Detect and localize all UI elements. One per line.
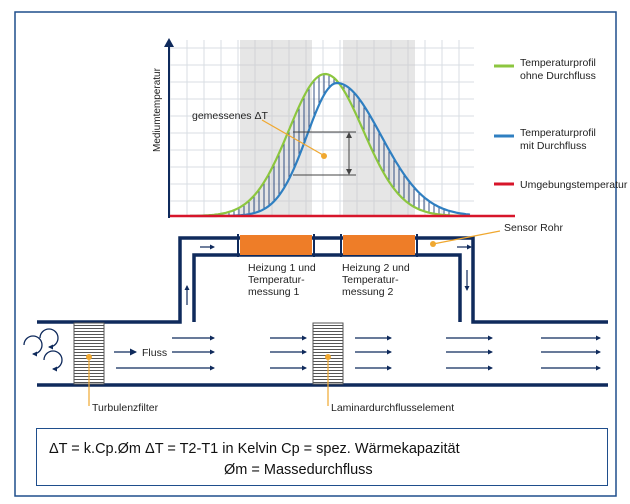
sensor-callout-line — [432, 230, 501, 245]
measured-dt-label: gemessenes ΔT — [192, 110, 268, 122]
turbulence-filter — [73, 322, 105, 385]
formula-line-2: Øm = Massedurchfluss — [224, 462, 373, 478]
heater2-label-3: messung 2 — [342, 286, 394, 298]
chart-grid — [169, 40, 474, 216]
heater1 — [240, 235, 312, 255]
turbulence-callout-dot — [86, 354, 92, 360]
y-axis-arrow — [164, 38, 174, 47]
y-axis-label: Mediumtemperatur — [152, 67, 163, 152]
heater2-label-1: Heizung 2 und — [342, 262, 410, 274]
heater2-column — [343, 40, 415, 216]
heater1-label-3: messung 1 — [248, 286, 300, 298]
formula-line-1: ΔT = k.Cp.Øm ΔT = T2-T1 in Kelvin Cp = s… — [49, 441, 460, 457]
heater2 — [343, 235, 415, 255]
legend-ambient: Umgebungstemperatur — [520, 179, 628, 191]
heater2-label-2: Temperatur- — [342, 274, 399, 286]
outer-frame — [14, 11, 617, 497]
turbulence-swirl-icon — [23, 328, 63, 372]
dt-callout-dot — [321, 153, 327, 159]
heater1-label-2: Temperatur- — [248, 274, 305, 286]
dt-callout-line — [261, 119, 324, 156]
main-flow-arrows — [114, 335, 601, 371]
sensor-callout-dot — [430, 241, 436, 247]
heater1-label-1: Heizung 1 und — [248, 262, 316, 274]
sensor-tube — [192, 253, 462, 322]
delta-hatching — [228, 74, 450, 216]
legend-no-flow-line1: Temperaturprofil — [520, 57, 596, 69]
laminar-callout-dot — [325, 354, 331, 360]
main-pipe — [37, 236, 608, 387]
legend-flow-line1: Temperaturprofil — [520, 127, 596, 139]
curve-no-flow — [189, 72, 470, 217]
formula-box: ΔT = k.Cp.Øm ΔT = T2-T1 in Kelvin Cp = s… — [36, 428, 608, 486]
legend-no-flow-line2: ohne Durchfluss — [520, 70, 596, 82]
legend-flow-line2: mit Durchfluss — [520, 140, 587, 152]
turbulence-filter-label: Turbulenzfilter — [92, 402, 159, 414]
tube-flow-arrows — [184, 244, 472, 305]
flow-label: Fluss — [142, 347, 167, 359]
heater-brackets — [237, 234, 418, 257]
laminar-element-label: Laminardurchflusselement — [331, 402, 454, 414]
sensor-tube-label: Sensor Rohr — [504, 222, 563, 234]
